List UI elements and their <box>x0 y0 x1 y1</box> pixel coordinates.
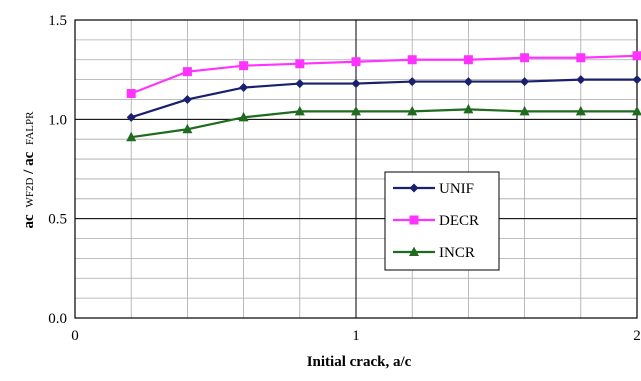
data-point-unif <box>239 83 248 92</box>
data-point-decr <box>295 59 304 68</box>
y-tick-label: 1.0 <box>48 112 67 128</box>
data-point-decr <box>239 61 248 70</box>
data-point-decr <box>352 57 361 66</box>
series-line-decr <box>131 56 637 94</box>
data-point-decr <box>183 67 192 76</box>
data-point-unif <box>408 77 417 86</box>
data-point-decr <box>633 51 641 60</box>
series-line-incr <box>131 109 637 137</box>
data-point-decr <box>408 55 417 64</box>
data-point-decr <box>127 89 136 98</box>
series-unif <box>127 75 641 122</box>
x-tick-label: 1 <box>352 328 360 344</box>
y-axis-title-slash: / <box>21 166 37 175</box>
data-point-unif <box>352 79 361 88</box>
data-point-decr <box>520 53 529 62</box>
x-tick-label: 2 <box>633 328 641 344</box>
data-point-unif <box>576 75 585 84</box>
data-point-unif <box>633 75 641 84</box>
data-point-decr <box>576 53 585 62</box>
data-point-unif <box>520 77 529 86</box>
y-axis-title-main: ac <box>21 214 37 229</box>
series-incr <box>126 104 641 141</box>
y-axis-title-sub2: FALPR <box>24 111 36 145</box>
data-point-unif <box>183 95 192 104</box>
legend: UNIF DECR INCR <box>385 172 499 270</box>
series-decr <box>127 51 641 98</box>
y-tick-label: 1.5 <box>48 13 67 29</box>
legend-label-unif: UNIF <box>439 181 474 197</box>
legend-marker-decr <box>410 216 419 225</box>
y-axis-title-main2: ac <box>21 151 37 166</box>
y-axis-title-sub1: WF2D <box>24 178 36 208</box>
y-tick-label: 0.5 <box>48 212 67 228</box>
x-axis-title: Initial crack, a/c <box>307 354 412 370</box>
y-tick-label: 0.0 <box>48 311 67 327</box>
y-axis-title: ac WF2D / ac FALPR <box>21 111 37 229</box>
data-point-decr <box>464 55 473 64</box>
legend-label-incr: INCR <box>439 245 475 261</box>
series-group <box>126 51 641 141</box>
data-point-unif <box>464 77 473 86</box>
x-tick-label: 0 <box>71 328 79 344</box>
data-point-unif <box>127 113 136 122</box>
legend-label-decr: DECR <box>439 213 479 229</box>
data-point-unif <box>295 79 304 88</box>
